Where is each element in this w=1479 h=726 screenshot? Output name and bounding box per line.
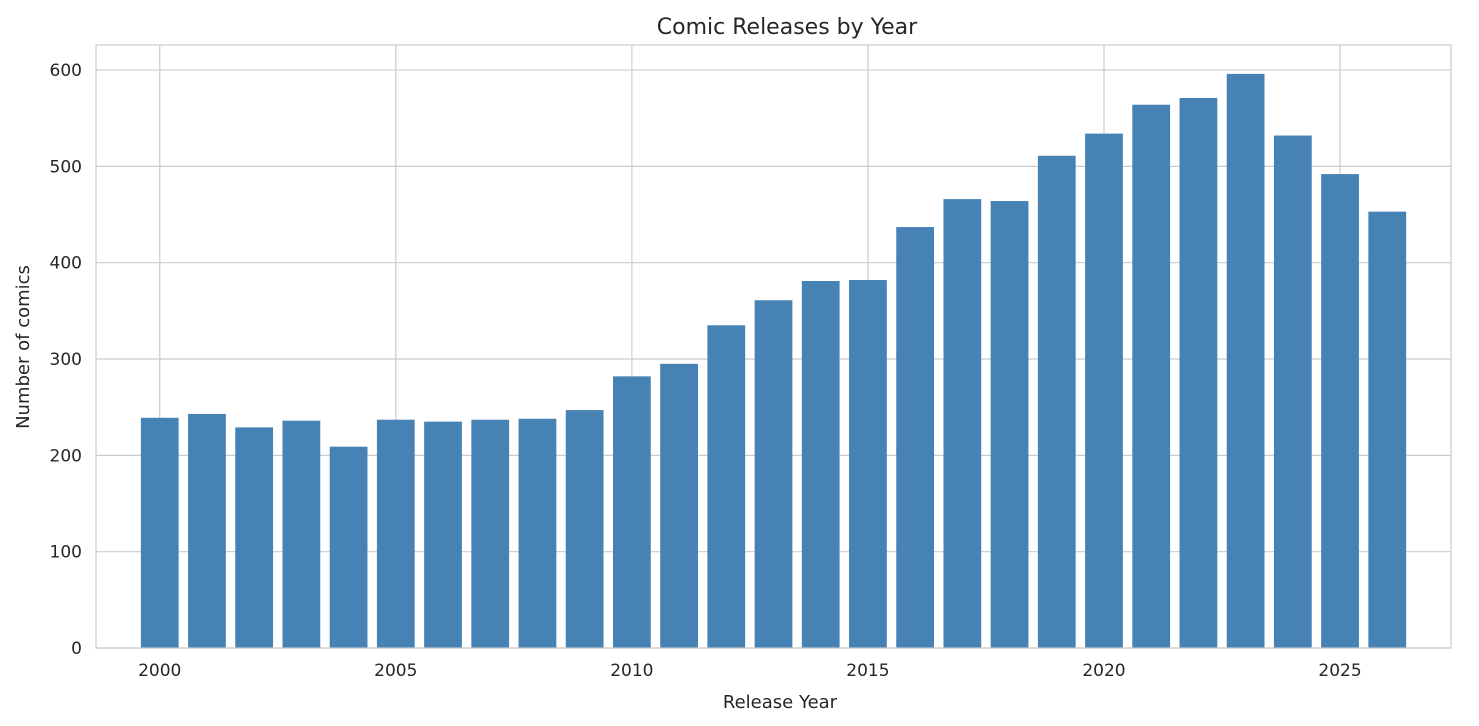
bar-2022 (1179, 97, 1218, 648)
bar-2023 (1226, 73, 1265, 648)
bar-2014 (801, 280, 840, 648)
bar-2016 (896, 227, 935, 648)
bar-2010 (612, 376, 651, 648)
x-tick-labels: 2000 2005 2010 2015 2020 2025 (138, 661, 1362, 681)
x-tick-label: 2000 (138, 661, 181, 681)
y-tick-label: 300 (50, 350, 82, 370)
bar-2018 (990, 201, 1029, 649)
bar-2003 (282, 420, 321, 648)
x-tick-label: 2020 (1082, 661, 1125, 681)
bar-2006 (424, 421, 462, 648)
x-axis-label: Release Year (723, 692, 838, 713)
x-tick-label: 2010 (610, 661, 653, 681)
bar-2026 (1368, 211, 1407, 648)
y-tick-label: 600 (50, 61, 82, 81)
bar-2002 (235, 427, 274, 648)
bar-2011 (660, 363, 698, 648)
bars (140, 73, 1407, 649)
x-tick-label: 2005 (374, 661, 417, 681)
y-tick-label: 400 (50, 254, 82, 274)
bar-2017 (943, 199, 982, 648)
bar-2009 (565, 410, 604, 648)
x-tick-label: 2015 (846, 661, 889, 681)
bar-2020 (1085, 133, 1123, 648)
y-axis-label: Number of comics (13, 265, 34, 429)
y-tick-label: 200 (50, 446, 82, 466)
bar-2007 (471, 419, 510, 648)
y-tick-labels: 0 100 200 300 400 500 600 (50, 61, 82, 659)
x-tick-label: 2025 (1318, 661, 1361, 681)
bar-2008 (518, 418, 557, 648)
bar-2000 (140, 417, 179, 648)
bar-2001 (188, 413, 226, 648)
y-tick-label: 500 (50, 157, 82, 177)
bar-2024 (1273, 135, 1312, 648)
bar-2021 (1132, 104, 1171, 648)
y-tick-label: 100 (50, 543, 82, 563)
axes-frame (95, 44, 1452, 649)
bar-2013 (754, 300, 793, 648)
bar-2015 (849, 280, 887, 648)
bar-2005 (376, 419, 415, 648)
bar-2012 (707, 325, 746, 648)
bar-2019 (1037, 155, 1076, 648)
bar-2004 (329, 446, 368, 648)
y-tick-label: 0 (71, 639, 82, 659)
chart-title: Comic Releases by Year (657, 15, 918, 40)
bar-2025 (1321, 174, 1359, 649)
